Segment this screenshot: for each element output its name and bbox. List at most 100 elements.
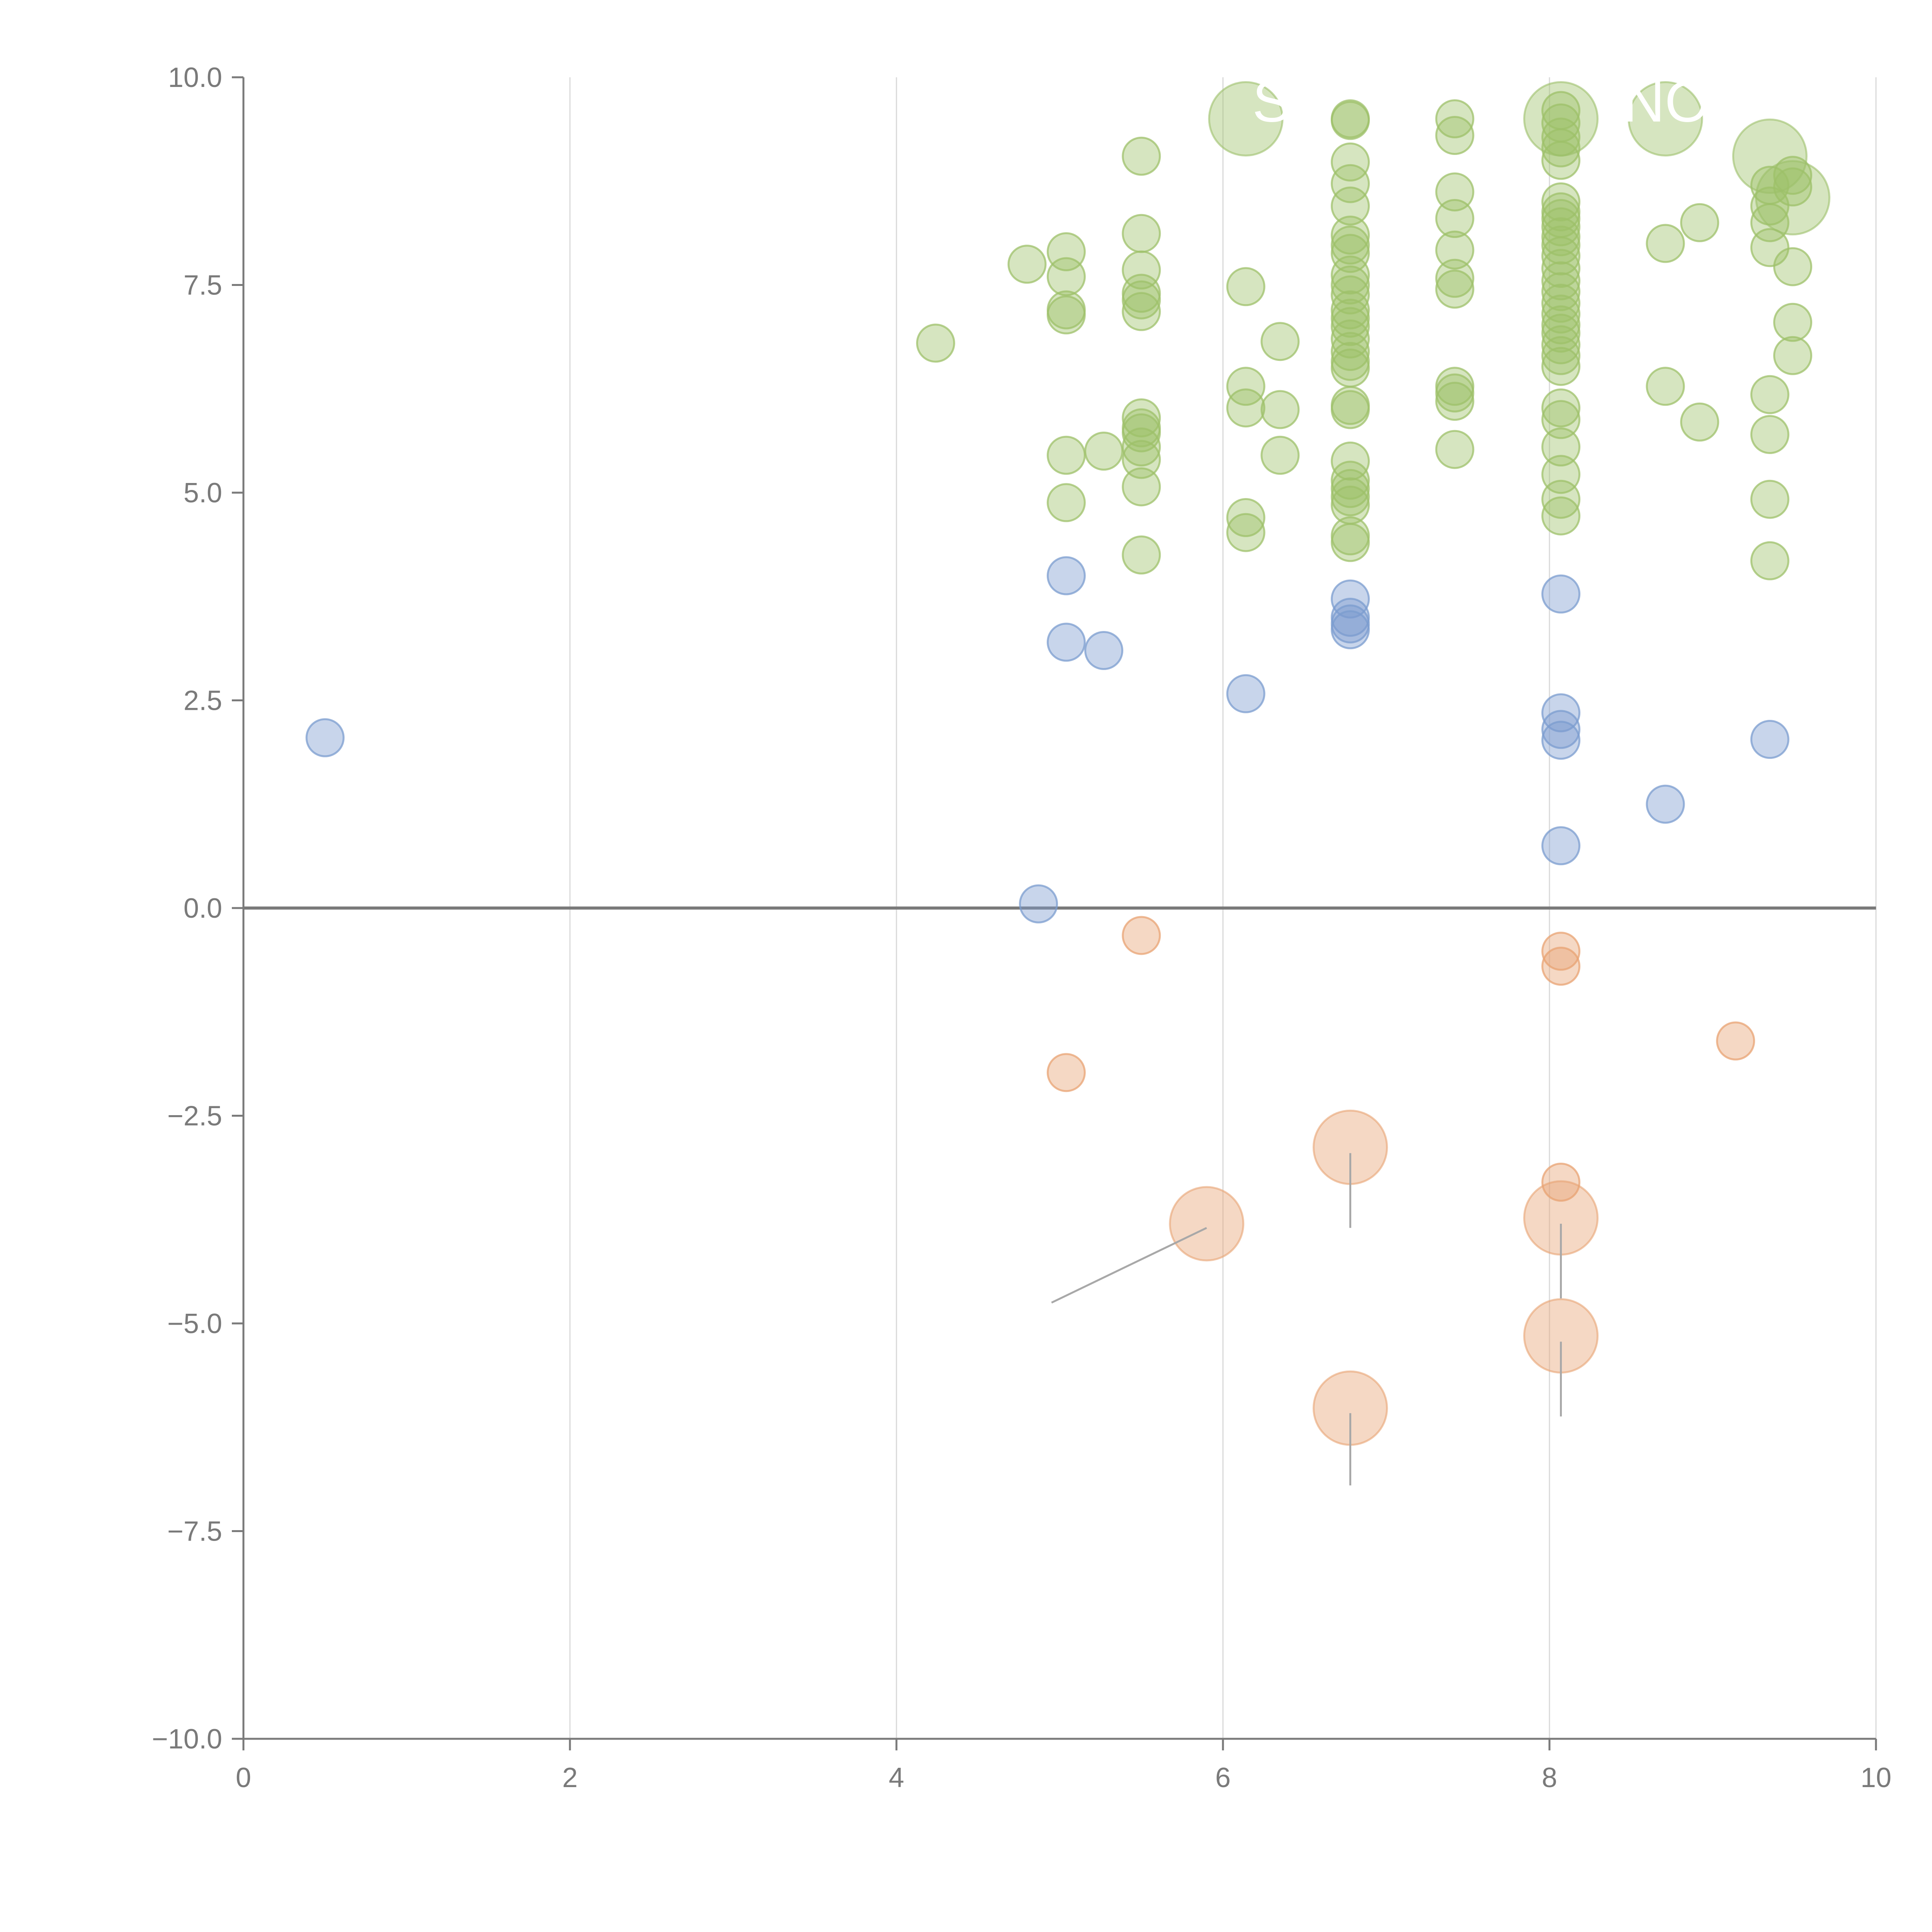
data-point-green (1122, 136, 1161, 176)
data-point-green (1541, 225, 1581, 265)
data-point-green (1435, 259, 1475, 298)
data-point-blue (1541, 693, 1581, 733)
data-point-green (1541, 141, 1581, 180)
data-point-green (1122, 440, 1161, 479)
large-bubble-green (1628, 81, 1703, 156)
data-point-green (1435, 172, 1475, 212)
y-tick-label: −2.5 (167, 1101, 222, 1132)
data-point-green (1435, 199, 1475, 238)
data-point-green (1260, 435, 1300, 475)
data-point-blue (1046, 556, 1086, 595)
data-point-green (1122, 292, 1161, 331)
data-point-green (1541, 496, 1581, 536)
data-point-blue (1750, 720, 1789, 759)
data-point-green (1750, 415, 1789, 454)
data-point-green (1331, 255, 1370, 295)
data-point-green (1226, 267, 1265, 306)
data-point-green (1226, 367, 1265, 406)
data-point-green (1331, 349, 1370, 388)
data-point-green (1226, 513, 1265, 552)
data-point-green (1646, 224, 1685, 263)
data-point-green (1122, 398, 1161, 437)
data-point-green (1226, 498, 1265, 537)
data-point-blue (1646, 784, 1685, 824)
data-point-green (1046, 257, 1086, 296)
data-point-green (1331, 101, 1370, 140)
data-point-green (1541, 284, 1581, 323)
x-tick-label: 10 (1861, 1762, 1891, 1793)
data-point-orange (1541, 1163, 1581, 1202)
y-tick-label: 0.0 (184, 893, 222, 924)
bubble-label: AL (1667, 275, 1738, 340)
data-point-green (1331, 332, 1370, 371)
x-tick-label: 6 (1215, 1762, 1231, 1793)
data-point-green (1046, 295, 1086, 335)
data-point-green (1331, 234, 1370, 273)
data-point-green (1750, 228, 1789, 267)
y-tick-label: 2.5 (184, 685, 222, 716)
data-point-green (1541, 336, 1581, 375)
leader-lines (1051, 1153, 1562, 1486)
y-tick-label: 7.5 (184, 270, 222, 301)
data-point-green (1331, 469, 1370, 508)
data-point-green (1331, 299, 1370, 338)
large-bubble-green (1523, 81, 1599, 156)
large-bubbles (1169, 81, 1831, 1446)
data-point-green (1331, 290, 1370, 330)
data-point-green (1260, 322, 1300, 361)
data-point-green (1122, 427, 1161, 467)
data-point-green (1331, 523, 1370, 562)
data-point-green (1773, 336, 1813, 375)
data-point-orange (1541, 932, 1581, 971)
data-point-green (1122, 413, 1161, 452)
data-point-green (1007, 245, 1047, 284)
data-point-green (1122, 467, 1161, 507)
x-tick-label: 8 (1542, 1762, 1557, 1793)
large-bubble-orange (1169, 1186, 1245, 1262)
data-point-green (1331, 225, 1370, 265)
data-point-green (1122, 535, 1161, 575)
data-point-green (1435, 269, 1475, 309)
tick-labels: 10.0 7.5 5.0 2.5 0.0 −2.5 −5.0 −7.5 −10.0 0 2 4 6 8 10 (152, 62, 1891, 1793)
data-point-green (1773, 303, 1813, 342)
data-point-green (1331, 164, 1370, 203)
data-point-green (1680, 203, 1719, 242)
data-points (305, 91, 1813, 1202)
data-point-green (1541, 128, 1581, 168)
bubble-labels: SH NOT AL (1252, 69, 1745, 340)
large-bubble-green (1732, 118, 1808, 194)
data-point-orange (1122, 916, 1161, 955)
x-tick-label: 2 (562, 1762, 578, 1793)
data-point-green (1541, 480, 1581, 519)
data-point-green (1226, 388, 1265, 428)
data-point-green (1435, 382, 1475, 421)
y-tick-label: −5.0 (167, 1308, 222, 1339)
data-point-green (1541, 272, 1581, 311)
data-point-blue (1046, 622, 1086, 662)
data-point-green (1773, 247, 1813, 286)
data-point-green (1646, 367, 1685, 406)
data-point-green (1773, 167, 1813, 207)
y-tick-label: −10.0 (152, 1724, 222, 1755)
data-point-blue (1019, 884, 1058, 923)
y-tick-label: −7.5 (167, 1516, 222, 1547)
data-point-orange (1541, 947, 1581, 986)
data-point-green (1541, 347, 1581, 386)
data-point-green (1331, 319, 1370, 359)
data-point-green (1260, 390, 1300, 429)
data-point-green (1331, 142, 1370, 182)
data-point-green (1435, 373, 1475, 413)
data-point-green (1773, 156, 1813, 195)
data-point-blue (1331, 610, 1370, 650)
data-point-green (1541, 305, 1581, 345)
x-tick-label: 0 (236, 1762, 251, 1793)
data-point-blue (1541, 826, 1581, 866)
data-point-green (1750, 541, 1789, 580)
y-tick-label: 5.0 (184, 478, 222, 509)
data-point-green (1541, 400, 1581, 439)
data-point-blue (1541, 710, 1581, 749)
data-point-green (1541, 313, 1581, 353)
data-point-green (916, 323, 955, 363)
data-point-green (1541, 325, 1581, 364)
